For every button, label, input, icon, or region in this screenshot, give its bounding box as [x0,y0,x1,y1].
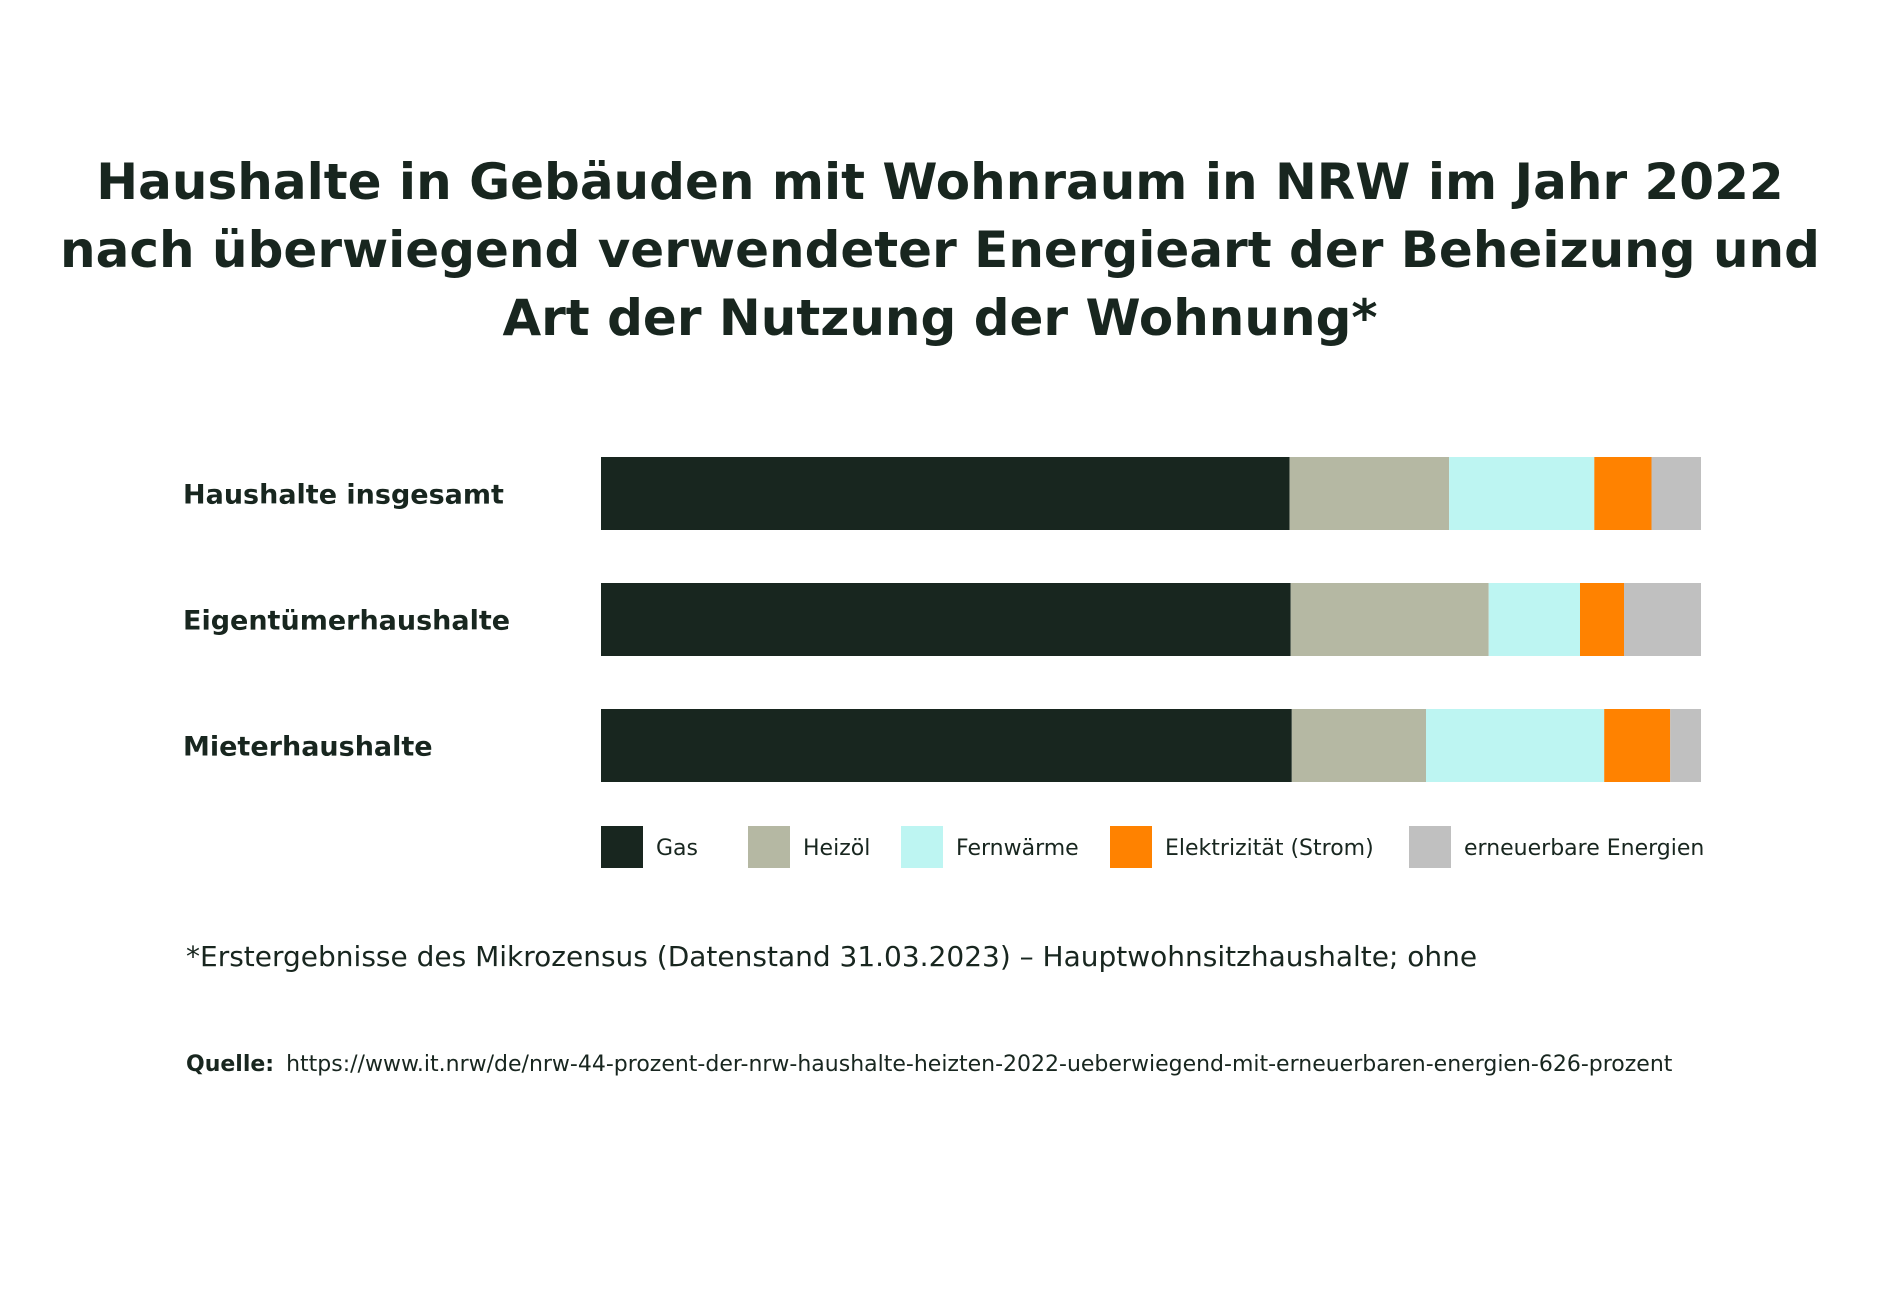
legend-label: Heizöl [803,836,870,861]
bar-segment [1290,583,1489,656]
bar-segment [1289,457,1450,530]
source-line: Quelle: https://www.it.nrw/de/nrw-44-proz… [186,1052,1672,1077]
legend-swatch [748,826,790,868]
category-label: Mieterhaushalte [183,732,433,763]
bar-segment [1291,709,1426,782]
bar-segment [1594,457,1652,530]
title-line-3: Art der Nutzung der Wohnung* [502,289,1378,347]
footnote: *Erstergebnisse des Mikrozensus (Datenst… [186,940,1478,973]
stacked-bar-chart: Haushalte insgesamt Eigentümerhaushalte Mi… [183,457,1704,868]
bar-segment [1670,709,1701,782]
legend-swatch [901,826,943,868]
title-line-2: nach überwiegend verwendeter Energieart … [60,221,1820,279]
bar-segment [1651,457,1701,530]
legend-label: Fernwärme [956,836,1079,861]
bar-segment [1488,583,1580,656]
legend-swatch [1409,826,1451,868]
category-label: Eigentümerhaushalte [183,606,510,637]
source-url: https://www.it.nrw/de/nrw-44-prozent-der… [286,1052,1673,1077]
bar-segment [1449,457,1595,530]
legend-label: Elektrizität (Strom) [1165,836,1374,861]
bar-segment [1426,709,1605,782]
chart-title: Haushalte in Gebäuden mit Wohnraum in NR… [0,148,1880,352]
legend-label: Gas [656,836,698,861]
bar-segment [1580,583,1624,656]
bar-segment [601,583,1291,656]
bar-segment [1624,583,1701,656]
bar-segment [1604,709,1671,782]
category-label: Haushalte insgesamt [183,480,504,511]
legend-swatch [601,826,643,868]
bar-segment [601,709,1292,782]
legend-swatch [1110,826,1152,868]
legend-label: erneuerbare Energien [1464,836,1704,861]
bar-segment [601,457,1290,530]
title-line-1: Haushalte in Gebäuden mit Wohnraum in NR… [96,153,1784,211]
source-label: Quelle: [186,1052,275,1077]
